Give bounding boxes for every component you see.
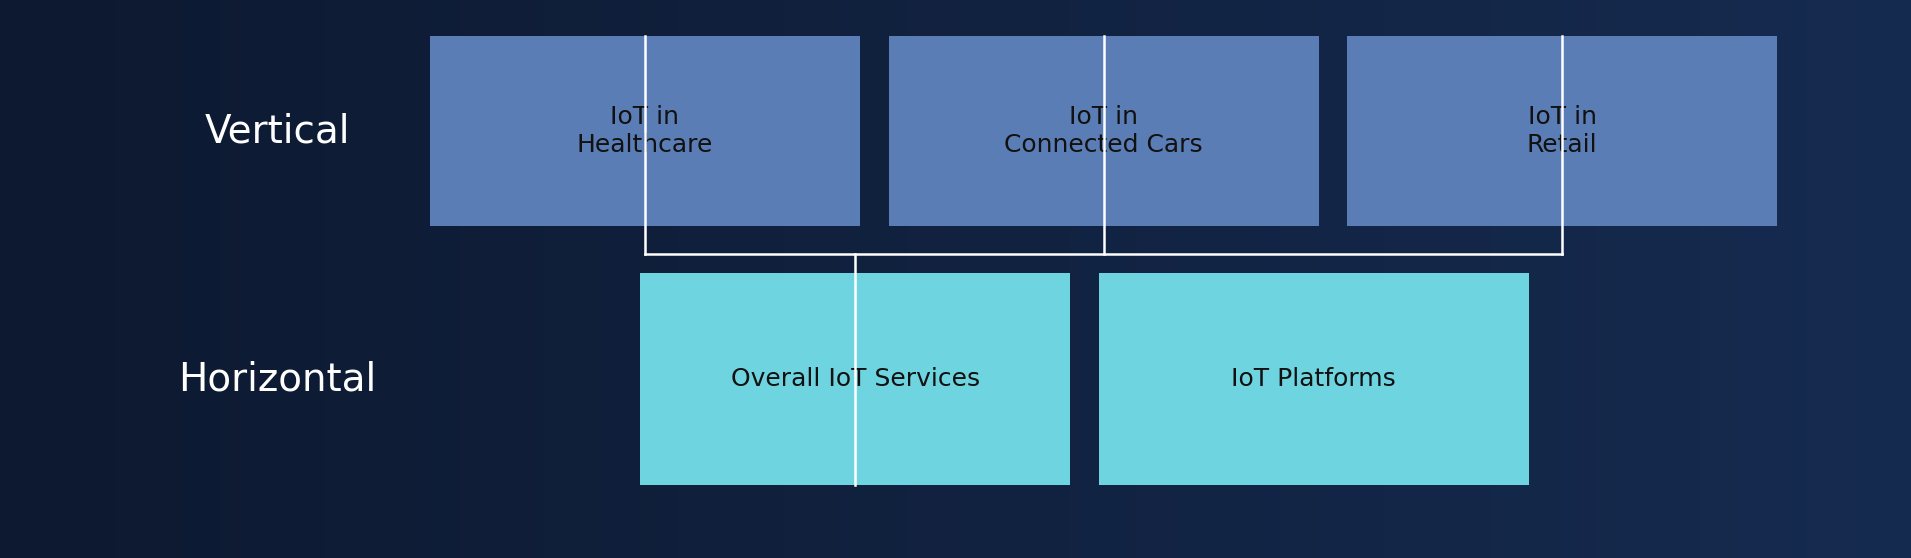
- Text: Horizontal: Horizontal: [178, 360, 376, 398]
- FancyBboxPatch shape: [1347, 36, 1777, 226]
- Text: IoT Platforms: IoT Platforms: [1231, 367, 1397, 392]
- Text: IoT in
Healthcare: IoT in Healthcare: [577, 105, 713, 157]
- FancyBboxPatch shape: [889, 36, 1319, 226]
- FancyBboxPatch shape: [640, 273, 1070, 485]
- Text: IoT in
Connected Cars: IoT in Connected Cars: [1005, 105, 1202, 157]
- Text: IoT in
Retail: IoT in Retail: [1527, 105, 1598, 157]
- Text: Vertical: Vertical: [204, 112, 350, 150]
- FancyBboxPatch shape: [1099, 273, 1529, 485]
- FancyBboxPatch shape: [430, 36, 860, 226]
- Text: Overall IoT Services: Overall IoT Services: [730, 367, 980, 392]
